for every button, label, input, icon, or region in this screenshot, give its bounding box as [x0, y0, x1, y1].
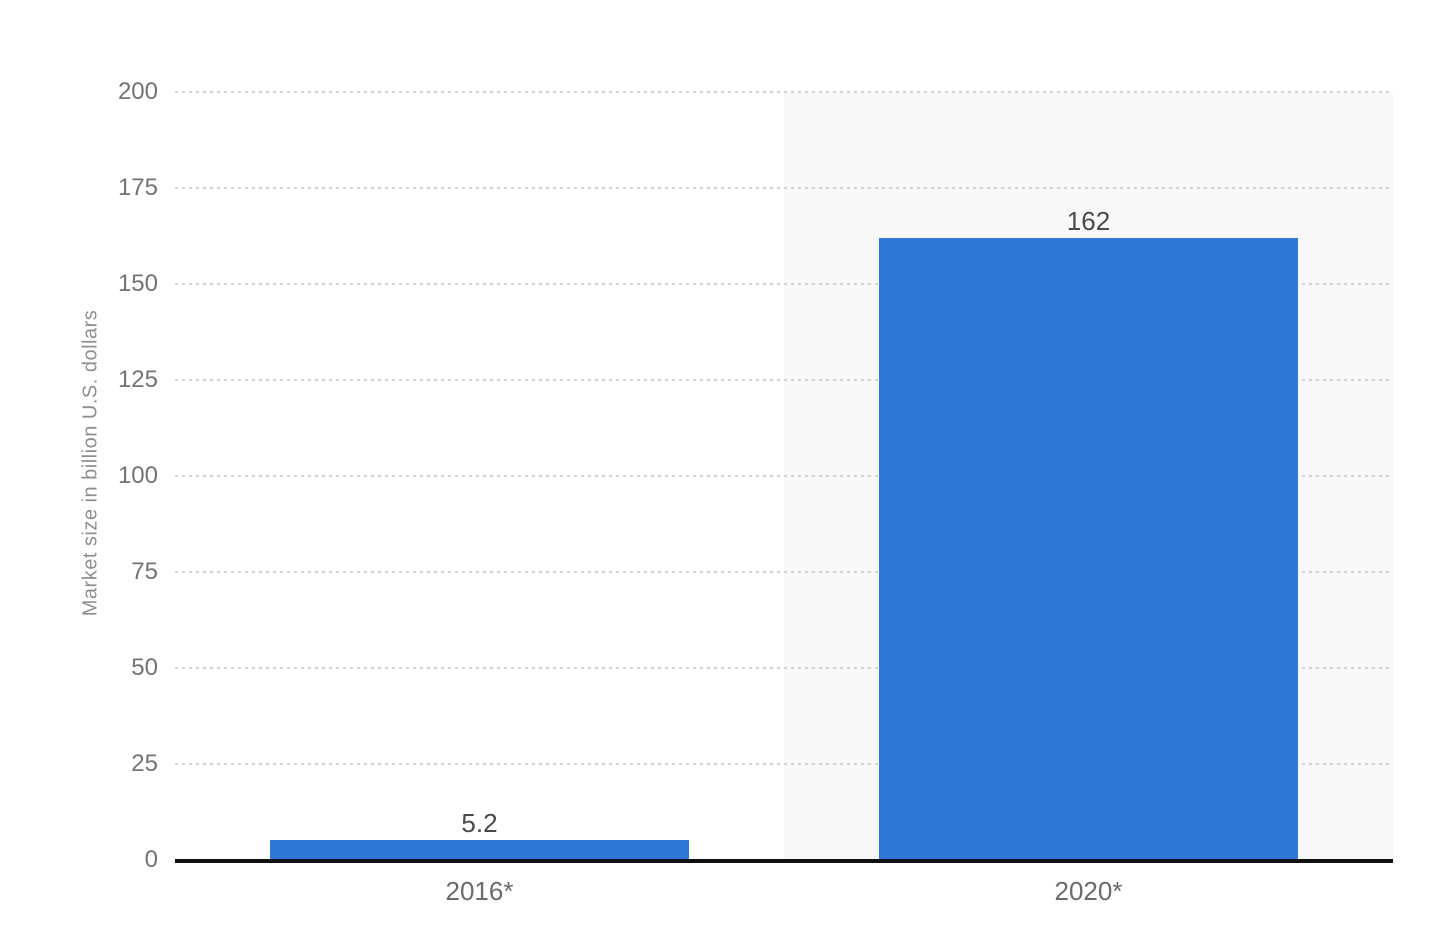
gridline	[175, 379, 1393, 381]
x-axis-line	[175, 859, 1393, 863]
y-tick-label: 75	[131, 558, 158, 585]
gridline	[175, 475, 1393, 477]
y-tick-label: 150	[117, 270, 158, 297]
gridline	[175, 667, 1393, 669]
y-tick-label: 175	[117, 174, 158, 201]
gridline	[175, 763, 1393, 765]
bar-2016*[interactable]	[270, 840, 689, 860]
x-axis-label: 2016*	[445, 876, 514, 906]
gridline	[175, 283, 1393, 285]
bar-2020*[interactable]	[879, 237, 1298, 860]
y-tick-label: 0	[144, 846, 158, 873]
data-label: 162	[1066, 205, 1111, 236]
y-tick-label: 125	[117, 366, 158, 393]
y-tick-label: 50	[131, 654, 158, 681]
plot-area	[175, 91, 1393, 863]
gridline	[175, 187, 1393, 189]
y-tick-label: 25	[131, 750, 158, 777]
data-label: 5.2	[461, 808, 498, 839]
y-tick-label: 200	[117, 78, 158, 105]
gridline	[175, 91, 1393, 93]
y-tick-label: 100	[117, 462, 158, 489]
gridline	[175, 571, 1393, 573]
x-axis-label: 2020*	[1054, 876, 1123, 906]
